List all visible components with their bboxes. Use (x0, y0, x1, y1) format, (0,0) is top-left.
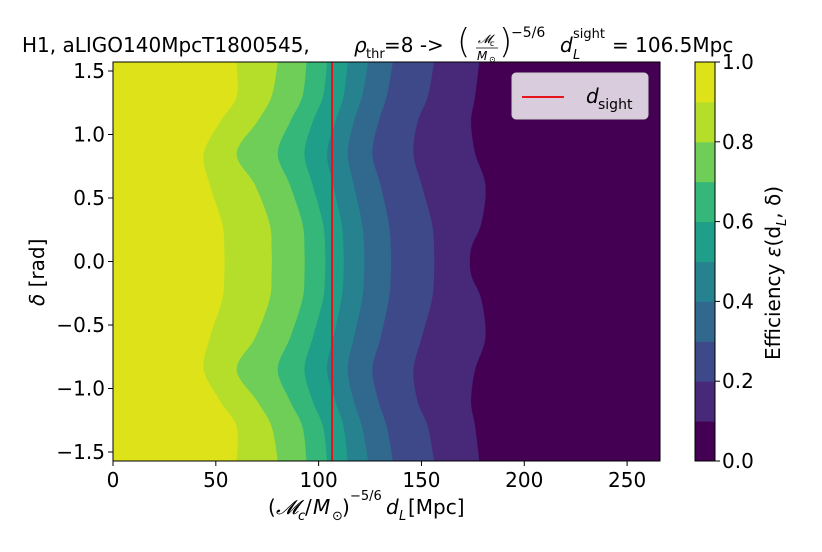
colorbar-tick-label: 0.4 (722, 289, 754, 313)
colorbar-segment (695, 381, 715, 422)
title-exponent: −5/6 (511, 25, 545, 41)
ylabel-sym: δ (25, 294, 49, 306)
title-d-sup: sight (573, 27, 605, 42)
x-tick-label: 50 (203, 468, 228, 492)
cb-label-text: Efficiency (761, 257, 785, 360)
title-frac-num: 𝓜 (478, 32, 495, 46)
title-rho-sub: thr (366, 47, 385, 62)
title-value: = 106.5Mpc (612, 33, 733, 57)
xlabel-exp: −5/6 (350, 489, 382, 504)
svg-text:Efficiency ε(dL, δ): Efficiency ε(dL, δ) (761, 186, 790, 360)
title-rho: ρ (354, 33, 367, 57)
contour-bands (113, 62, 486, 461)
colorbar-segment (695, 341, 715, 382)
legend-box (511, 72, 649, 120)
contour-band-0.9 (113, 62, 238, 461)
cb-label-sub: L (775, 219, 790, 226)
colorbar-segment (695, 62, 715, 103)
colorbar-label: Efficiency ε(dL, δ) (761, 186, 790, 360)
title-d: d (560, 33, 573, 57)
ylabel-unit: [rad] (25, 239, 49, 294)
colorbar-tick-label: 0.2 (722, 369, 754, 393)
colorbar-frame (694, 61, 716, 462)
y-tick-label: 0.5 (73, 186, 105, 210)
x-tick-label: 200 (505, 468, 543, 492)
colorbar-tick-label: 0.0 (722, 449, 754, 473)
legend-label-sub: sight (598, 97, 633, 113)
x-tick-label: 100 (300, 468, 338, 492)
x-axis-label: ( 𝓜 c / M ⊙ ) −5/6 d L [Mpc] (268, 489, 465, 524)
chart-title: H1, aLIGO140MpcT1800545, ρ thr =8 -> ( 𝓜… (22, 22, 733, 64)
colorbar-segment (695, 261, 715, 302)
xlabel-m: M (313, 495, 330, 519)
xlabel-sub-c: c (298, 509, 305, 524)
x-tick-label: 250 (608, 468, 646, 492)
colorbar (695, 62, 715, 462)
y-tick-label: −1.0 (56, 377, 105, 401)
title-frac-num-sub: c (490, 39, 495, 48)
y-tick-label: −0.5 (56, 313, 105, 337)
title-paren-open: ( (457, 22, 470, 62)
xlabel-unit: [Mpc] (408, 495, 465, 519)
cb-label-close: , δ) (761, 186, 785, 219)
x-tick-label: 150 (402, 468, 440, 492)
colorbar-segment (695, 301, 715, 342)
colorbar-segment (695, 141, 715, 183)
y-tick-label: −1.5 (56, 440, 105, 464)
legend-label: d (586, 84, 599, 108)
colorbar-tick-label: 0.6 (722, 210, 754, 234)
colorbar-segment (695, 421, 715, 462)
colorbar-segment (695, 181, 715, 223)
legend[interactable]: d sight (511, 72, 649, 120)
y-axis-label: δ [rad] (25, 239, 49, 306)
colorbar-ticks: 1.0 0.8 0.6 0.4 0.2 0.0 (715, 50, 754, 473)
cb-label-eps: ε (761, 246, 785, 257)
x-axis: 0 50 100 150 200 250 (107, 461, 646, 492)
colorbar-tick-label: 0.8 (722, 130, 754, 154)
xlabel-close: ) (342, 495, 350, 519)
y-tick-label: 1.5 (73, 59, 105, 83)
title-prefix: H1, aLIGO140MpcT1800545, (22, 33, 310, 57)
title-d-sub: L (573, 48, 580, 63)
xlabel-d-sub: L (399, 509, 406, 524)
xlabel-d: d (386, 495, 399, 519)
title-frac-den-sub: ⊙ (489, 55, 496, 64)
xlabel-sub-sun: ⊙ (332, 509, 343, 524)
y-axis: 1.5 1.0 0.5 0.0 −0.5 −1.0 −1.5 (56, 59, 113, 464)
title-paren-close: ) (499, 22, 512, 62)
ylabel-text: δ [rad] (25, 239, 49, 306)
title-mid: =8 -> (384, 33, 444, 57)
plot-area (113, 62, 660, 461)
colorbar-tick-label: 1.0 (722, 50, 754, 74)
xlabel-slash: / (305, 495, 312, 519)
colorbar-segment (695, 221, 715, 262)
colorbar-segment (695, 101, 715, 143)
xlabel-open: ( (268, 495, 276, 519)
title-frac-den: M (477, 49, 488, 63)
x-tick-label: 0 (107, 468, 120, 492)
cb-label-open: (d (761, 226, 785, 247)
y-tick-label: 1.0 (73, 122, 105, 146)
y-tick-label: 0.0 (73, 250, 105, 274)
